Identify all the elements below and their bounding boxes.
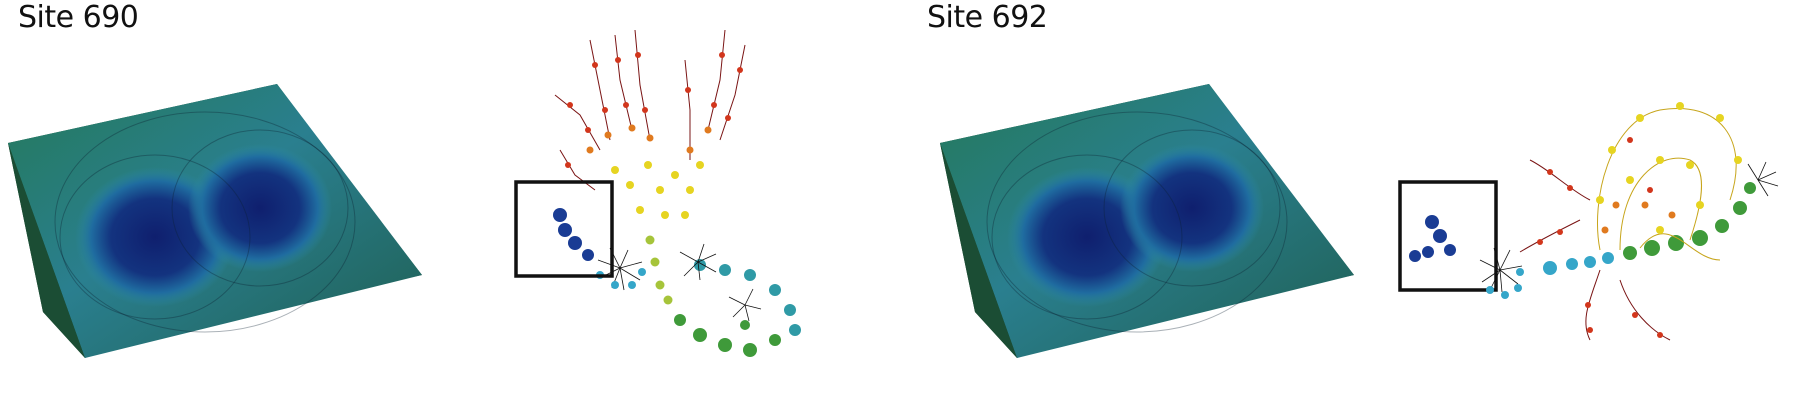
site-690-figure xyxy=(8,29,801,358)
highlight-box xyxy=(1398,180,1498,292)
disconnectivity-network-tree xyxy=(1398,102,1779,341)
energy-basin-right xyxy=(1120,144,1264,272)
panel-title-site-692: Site 692 xyxy=(927,0,1048,35)
highlight-box xyxy=(514,180,614,278)
panel-title-site-690: Site 690 xyxy=(18,0,139,35)
energy-basin-right xyxy=(188,144,332,272)
disconnectivity-network-tree xyxy=(514,29,801,357)
energy-landscape-surface xyxy=(8,84,422,358)
energy-landscape-surface xyxy=(940,84,1354,358)
site-692-figure xyxy=(940,84,1779,358)
